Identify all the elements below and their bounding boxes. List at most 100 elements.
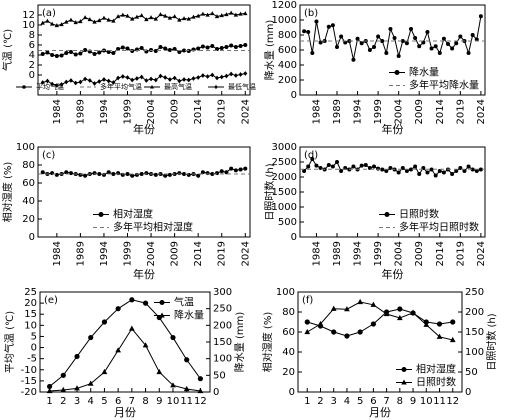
marker	[139, 13, 144, 18]
marker	[158, 12, 163, 17]
marker	[335, 45, 339, 49]
x-axis-label: 年份	[133, 267, 155, 281]
x-tick-label: 1994	[353, 99, 364, 124]
marker	[73, 20, 78, 25]
x-tick-label: 1999	[373, 241, 384, 266]
y-tick-label: 2000	[272, 172, 297, 183]
panel-label: (d)	[304, 150, 318, 161]
marker	[380, 39, 385, 43]
series-line	[42, 73, 246, 87]
marker	[306, 30, 311, 34]
y-tick-label: 20	[24, 298, 37, 309]
marker	[355, 36, 360, 41]
legend-label: 日照时数	[416, 376, 456, 389]
marker	[243, 43, 248, 47]
plot-frame	[299, 4, 486, 96]
marker	[357, 329, 363, 335]
marker	[120, 12, 125, 17]
marker	[142, 342, 149, 348]
y-tick-label: 40	[22, 196, 35, 207]
marker	[74, 353, 80, 360]
marker	[205, 45, 210, 50]
y2-tick-label: 50	[213, 370, 226, 381]
marker	[111, 18, 116, 23]
x-tick-label: 1989	[75, 241, 86, 266]
marker	[335, 160, 339, 164]
marker	[45, 18, 50, 23]
legend-label: 日照时数	[399, 208, 439, 221]
marker	[409, 27, 413, 31]
marker	[423, 321, 430, 327]
x-tick-label: 2009	[170, 241, 181, 266]
marker	[45, 50, 50, 55]
marker	[153, 172, 158, 177]
series-line	[42, 12, 246, 27]
y-tick-label: 800	[278, 30, 297, 41]
marker	[331, 329, 337, 335]
x-tick-label: 2014	[193, 241, 204, 266]
marker	[54, 23, 60, 28]
marker	[470, 167, 475, 172]
x-tick-label: 1	[304, 396, 310, 407]
marker	[304, 319, 310, 325]
marker	[330, 305, 337, 311]
series-line	[304, 16, 482, 60]
marker	[167, 77, 172, 82]
marker	[129, 297, 135, 303]
marker	[384, 51, 389, 55]
y-tick-label: 0	[29, 232, 35, 243]
marker	[441, 170, 446, 175]
marker	[83, 76, 88, 82]
marker	[184, 357, 190, 363]
marker	[450, 172, 455, 176]
marker	[310, 51, 315, 55]
x-tick-label: 5	[357, 396, 363, 407]
series-line	[306, 301, 453, 341]
marker	[392, 36, 397, 40]
marker	[224, 12, 229, 17]
marker	[172, 75, 177, 81]
marker	[163, 75, 168, 80]
y-tick-label: 0	[291, 90, 297, 101]
x-axis-label: 年份	[133, 122, 155, 136]
marker	[88, 334, 94, 341]
marker	[64, 19, 69, 24]
x-tick-label: 2024	[476, 99, 487, 124]
marker	[153, 49, 158, 53]
marker	[73, 52, 78, 57]
marker	[50, 81, 55, 87]
legend-label: 多年平均气温	[100, 82, 142, 91]
marker	[197, 387, 204, 394]
marker	[54, 83, 59, 88]
marker	[68, 78, 73, 83]
x-tick-label: 2009	[414, 99, 425, 124]
marker	[214, 14, 220, 19]
marker	[92, 19, 97, 24]
x-axis-label: 年份	[382, 122, 404, 136]
series-line	[49, 299, 201, 387]
y-tick-label: 100	[276, 287, 295, 298]
legend-label: 多年平均降水量	[409, 79, 479, 92]
x-tick-label: 3	[331, 396, 337, 407]
marker	[370, 301, 377, 307]
marker	[437, 51, 442, 55]
marker	[150, 84, 154, 89]
marker	[22, 85, 26, 89]
marker	[195, 13, 201, 18]
marker	[330, 23, 335, 28]
y-tick-label: 4	[29, 50, 35, 61]
marker	[64, 51, 69, 55]
x-tick-label: 1984	[52, 241, 63, 266]
marker	[243, 71, 248, 76]
marker	[186, 16, 191, 21]
x-tick-label: 12	[446, 396, 459, 407]
x-tick-label: 7	[383, 396, 389, 407]
x-tick-label: 5	[101, 396, 107, 407]
series-line	[303, 158, 482, 177]
marker	[197, 376, 204, 382]
y2-tick-label: 0	[465, 387, 471, 398]
marker	[205, 74, 210, 79]
marker	[351, 57, 356, 62]
plot-frame	[39, 291, 211, 393]
marker	[219, 13, 224, 18]
